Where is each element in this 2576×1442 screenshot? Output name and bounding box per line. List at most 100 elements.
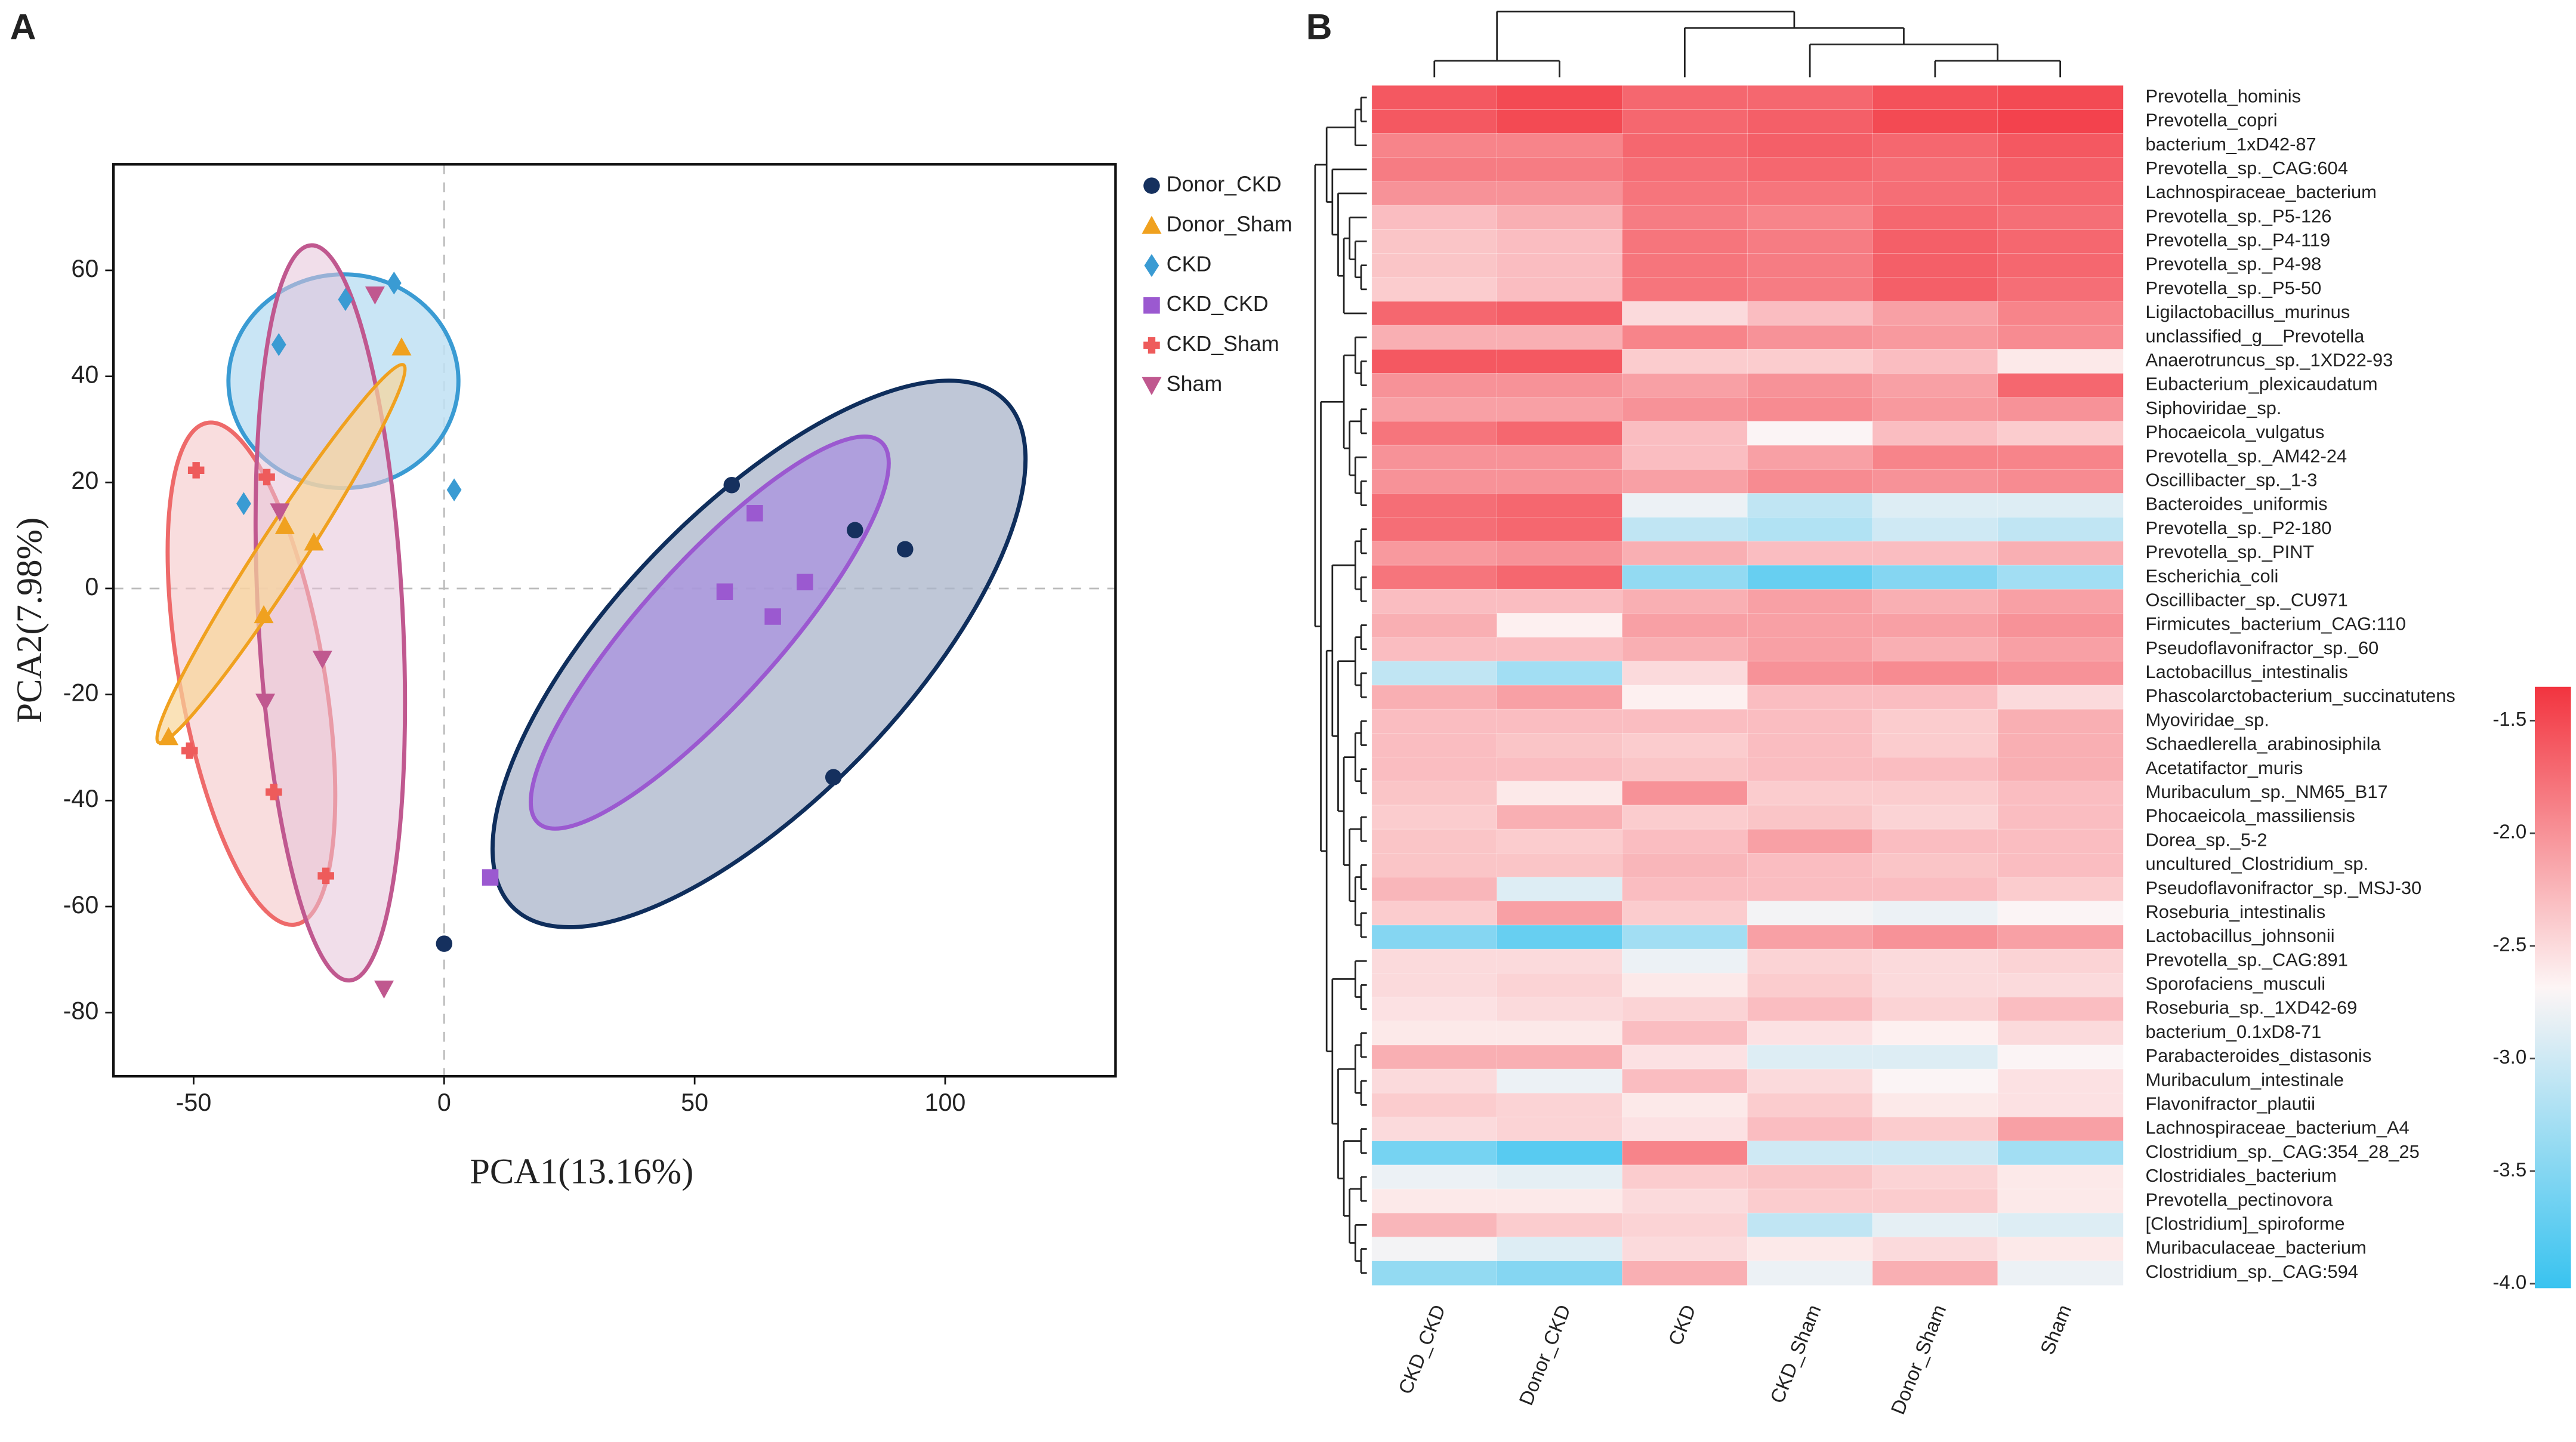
heatmap-cell <box>1997 277 2124 303</box>
row-label: Eubacterium_plexicaudatum <box>2146 374 2378 395</box>
heatmap-cell <box>1997 972 2124 998</box>
heatmap-cell <box>1747 157 1874 183</box>
row-label: Clostridium_sp._CAG:594 <box>2146 1261 2358 1282</box>
heatmap-cell <box>1872 828 1998 854</box>
row-label: Muribaculaceae_bacterium <box>2146 1237 2367 1258</box>
x-tick-label: 0 <box>437 1089 451 1116</box>
point <box>436 935 453 952</box>
heatmap-cell <box>1497 517 1623 542</box>
point <box>825 769 842 785</box>
heatmap-cell <box>1371 1141 1498 1166</box>
y-tick-label: -60 <box>63 891 99 919</box>
heatmap-cell <box>1622 1261 1748 1286</box>
row-label: bacterium_1xD42-87 <box>2146 134 2316 155</box>
heatmap-cell <box>1622 1117 1748 1142</box>
point <box>312 651 332 669</box>
point <box>274 516 295 534</box>
row-label: Parabacteroides_distasonis <box>2146 1045 2372 1066</box>
heatmap-cell <box>1497 253 1623 278</box>
heatmap-cell <box>1497 277 1623 303</box>
heatmap-cell <box>1747 1044 1874 1070</box>
heatmap-cell <box>1872 757 1998 782</box>
heatmap-cell <box>1747 781 1874 806</box>
heatmap-cell <box>1997 757 2124 782</box>
heatmap-cell <box>1371 565 1498 590</box>
heatmap-cell <box>1747 517 1874 542</box>
heatmap-cell <box>1497 997 1623 1022</box>
heatmap-cell <box>1872 181 1998 207</box>
heatmap-cell <box>1622 229 1748 254</box>
column-label: Donor_CKD <box>1514 1302 1575 1409</box>
row-label: Muribaculum_sp._NM65_B17 <box>2146 781 2388 802</box>
row-label: uncultured_Clostridium_sp. <box>2146 854 2369 874</box>
heatmap-cell <box>1747 852 1874 878</box>
heatmap-cell <box>1497 925 1623 950</box>
heatmap-cell <box>1622 972 1748 998</box>
row-label: Flavonifractor_plautii <box>2146 1093 2315 1114</box>
heatmap-cell <box>1747 541 1874 566</box>
row-label: Sporofaciens_musculi <box>2146 973 2326 994</box>
heatmap-cell <box>1622 493 1748 518</box>
heatmap-cell <box>1497 493 1623 518</box>
panel-label: B <box>1306 7 1332 47</box>
heatmap-cell <box>1497 349 1623 374</box>
colorbar-tick-label: -2.5 <box>2492 933 2526 955</box>
heatmap-cell <box>1872 85 1998 110</box>
heatmap-cell <box>1872 685 1998 710</box>
heatmap-cell <box>1371 1092 1498 1118</box>
heatmap-cell <box>1872 373 1998 398</box>
heatmap-cell <box>1747 301 1874 326</box>
heatmap-cell <box>1997 781 2124 806</box>
heatmap-cell <box>1622 1068 1748 1094</box>
heatmap-cell <box>1497 948 1623 974</box>
heatmap-cell <box>1997 541 2124 566</box>
heatmap-cell <box>1872 1188 1998 1214</box>
heatmap-cell <box>1997 181 2124 207</box>
heatmap-cell <box>1997 373 2124 398</box>
heatmap-cell <box>1997 1261 2124 1286</box>
heatmap-cell <box>1622 733 1748 758</box>
column-label: CKD <box>1664 1302 1700 1349</box>
heatmap-cell <box>1497 708 1623 734</box>
y-tick-label: 60 <box>71 255 98 282</box>
heatmap-cell <box>1997 708 2124 734</box>
heatmap-cell <box>1497 661 1623 686</box>
colorbar <box>2534 686 2571 1289</box>
heatmap-cell <box>1872 613 1998 638</box>
heatmap-cell <box>1747 1021 1874 1046</box>
heatmap-cell <box>1997 1188 2124 1214</box>
heatmap-cell <box>1622 253 1748 278</box>
point <box>270 503 290 522</box>
heatmap-cell <box>1497 373 1623 398</box>
heatmap-cell <box>1497 85 1623 110</box>
heatmap-cell <box>1371 972 1498 998</box>
heatmap-cell <box>1747 733 1874 758</box>
heatmap-cell <box>1997 877 2124 902</box>
heatmap-cell <box>1872 157 1998 183</box>
heatmap-cell <box>1747 349 1874 374</box>
heatmap-cell <box>1622 181 1748 207</box>
row-label: Prevotella_hominis <box>2146 85 2301 106</box>
heatmap-cell <box>1872 1044 1998 1070</box>
column-label: CKD_CKD <box>1394 1302 1449 1397</box>
heatmap-cell <box>1622 925 1748 950</box>
row-label: unclassified_g__Prevotella <box>2146 325 2365 346</box>
legend-marker <box>1142 377 1162 396</box>
heatmap-cell <box>1371 852 1498 878</box>
legend-marker <box>1143 177 1160 194</box>
heatmap-cell <box>1872 1164 1998 1190</box>
row-label: Ligilactobacillus_murinus <box>2146 301 2350 322</box>
heatmap-cell <box>1747 997 1874 1022</box>
heatmap-cell <box>1622 901 1748 926</box>
point <box>374 980 394 999</box>
heatmap-cell <box>1747 1188 1874 1214</box>
heatmap-cell <box>1872 1237 1998 1262</box>
heatmap-cell <box>1997 685 2124 710</box>
heatmap-cell <box>1872 277 1998 303</box>
heatmap-cell <box>1497 1237 1623 1262</box>
heatmap-cell <box>1997 1141 2124 1166</box>
heatmap-cell <box>1497 828 1623 854</box>
row-label: Prevotella_sp._P2-180 <box>2146 517 2332 538</box>
